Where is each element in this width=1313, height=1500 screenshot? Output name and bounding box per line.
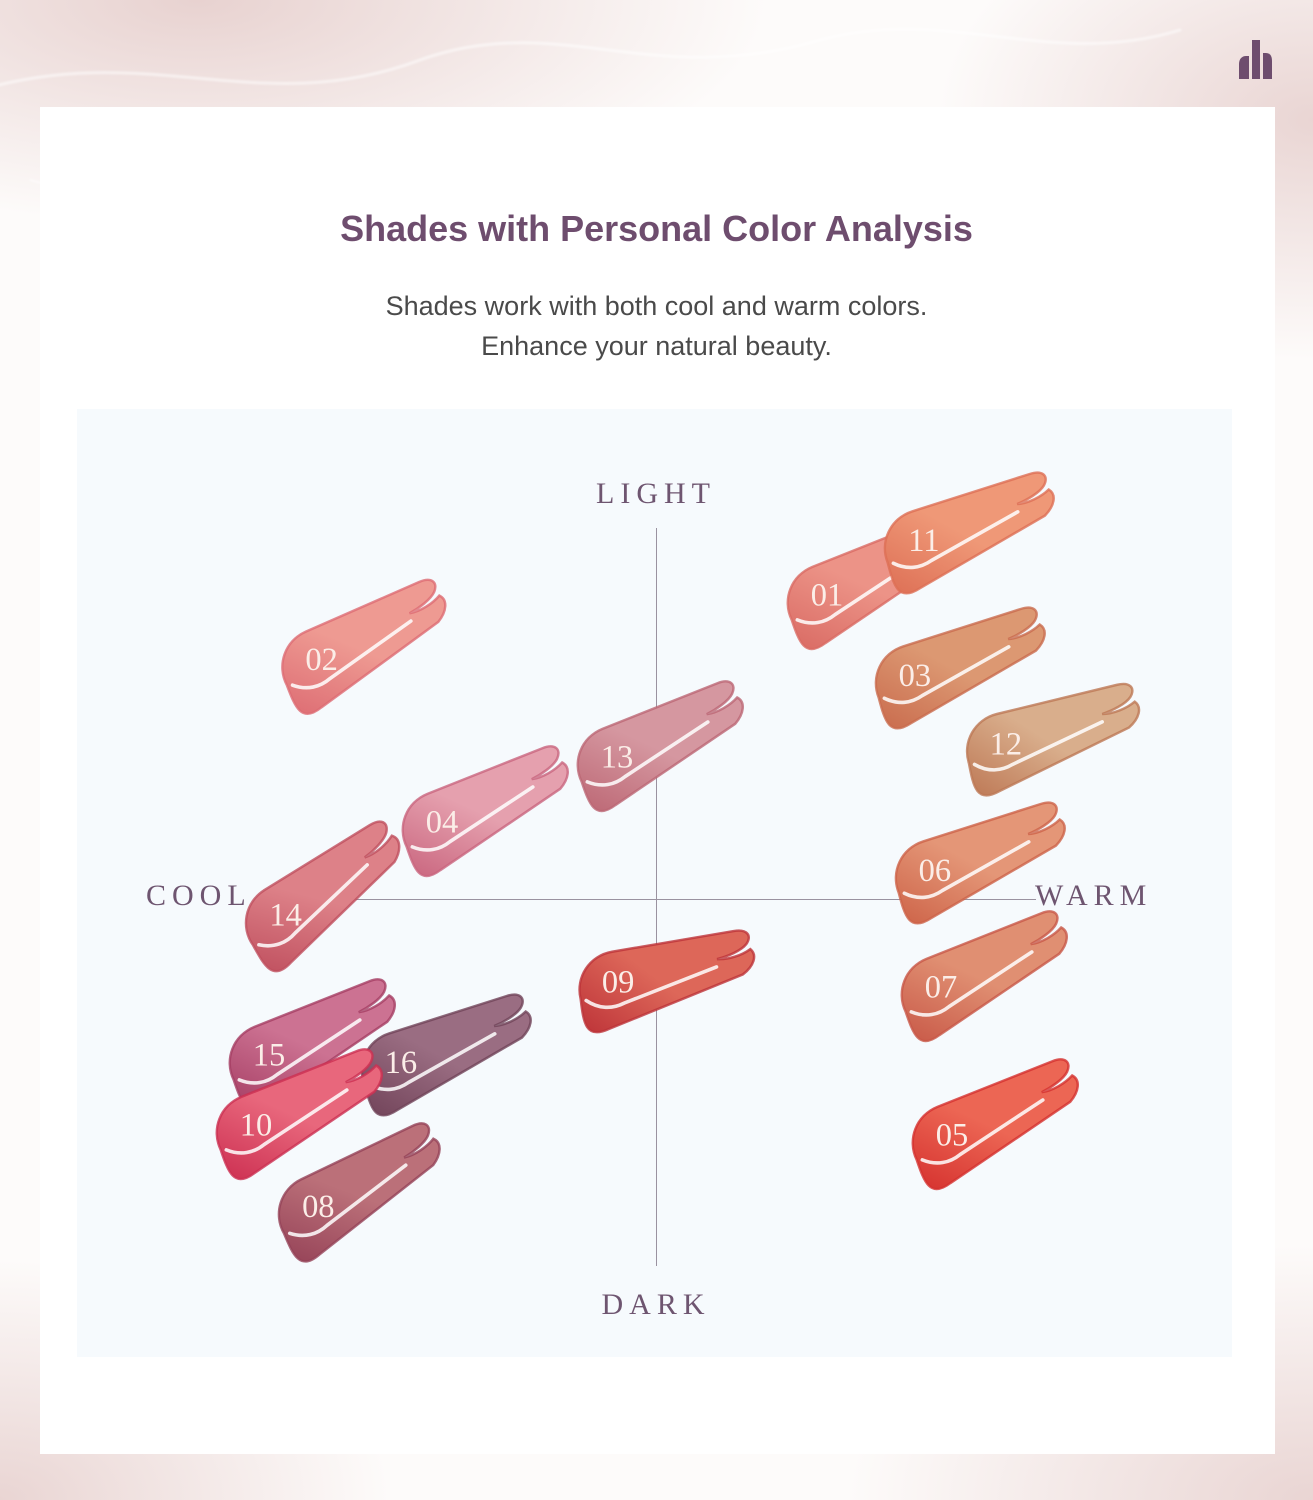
- svg-text:16: 16: [385, 1045, 417, 1081]
- svg-text:15: 15: [253, 1038, 285, 1074]
- svg-text:06: 06: [919, 853, 951, 889]
- svg-text:10: 10: [240, 1108, 272, 1144]
- svg-text:01: 01: [811, 578, 843, 614]
- svg-text:12: 12: [990, 726, 1022, 762]
- svg-text:13: 13: [601, 740, 633, 776]
- svg-text:05: 05: [936, 1118, 968, 1154]
- svg-text:04: 04: [426, 805, 458, 841]
- svg-text:09: 09: [602, 965, 634, 1001]
- svg-text:11: 11: [908, 523, 939, 559]
- svg-text:07: 07: [925, 970, 957, 1006]
- svg-text:03: 03: [899, 658, 931, 694]
- svg-text:14: 14: [269, 898, 301, 934]
- svg-text:08: 08: [302, 1189, 334, 1225]
- svg-text:02: 02: [305, 642, 337, 678]
